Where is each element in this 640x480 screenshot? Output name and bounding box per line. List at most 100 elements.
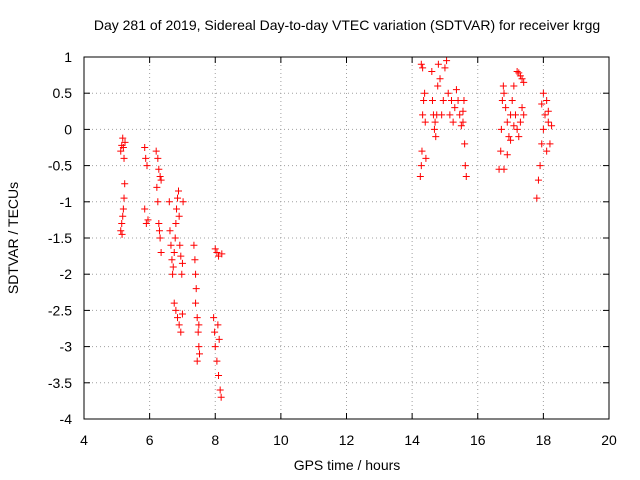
data-point: [118, 230, 126, 238]
data-point: [518, 75, 526, 83]
data-point: [153, 183, 161, 191]
data-point: [120, 154, 128, 162]
data-point: [175, 212, 183, 220]
data-point: [515, 133, 523, 141]
data-point: [507, 136, 515, 144]
data-point: [120, 194, 128, 202]
data-point: [211, 245, 219, 253]
data-point: [434, 82, 442, 90]
data-point: [446, 111, 454, 119]
data-point: [457, 122, 465, 130]
data-point: [503, 151, 511, 159]
data-point: [175, 187, 182, 195]
data-point: [155, 165, 163, 173]
data-point: [510, 82, 518, 90]
data-point: [539, 89, 547, 97]
data-point: [192, 299, 200, 307]
data-point: [172, 306, 180, 314]
data-point: [428, 67, 436, 75]
x-tick-label: 6: [146, 432, 154, 448]
data-point: [213, 357, 221, 365]
data-point: [459, 107, 467, 115]
data-point: [193, 314, 201, 322]
data-point: [452, 86, 460, 94]
data-point: [177, 328, 185, 336]
data-point: [515, 69, 523, 77]
data-point: [505, 133, 513, 141]
data-point: [533, 194, 541, 202]
data-point: [142, 154, 150, 162]
data-point: [439, 96, 447, 104]
data-point: [173, 205, 181, 213]
data-point: [168, 256, 176, 264]
y-axis-label: SDTVAR / TECUs: [5, 182, 21, 294]
data-point: [172, 220, 180, 228]
data-point: [498, 96, 506, 104]
data-point: [548, 122, 556, 130]
data-point: [497, 147, 505, 155]
data-point: [518, 104, 526, 112]
y-tick-label: -3.5: [48, 375, 72, 391]
data-point: [430, 125, 438, 133]
x-tick-label: 12: [339, 432, 355, 448]
data-point: [118, 220, 126, 228]
data-point: [461, 140, 469, 148]
data-point: [499, 82, 507, 90]
data-point: [143, 162, 151, 170]
data-point: [456, 111, 464, 119]
data-point: [454, 96, 462, 104]
data-point: [543, 147, 551, 155]
data-point: [516, 118, 524, 126]
data-point: [449, 118, 457, 126]
data-point: [178, 259, 186, 267]
data-point: [167, 241, 175, 249]
data-point: [462, 172, 470, 180]
x-tick-label: 10: [273, 432, 289, 448]
data-point: [502, 104, 510, 112]
data-point: [418, 147, 426, 155]
y-tick-label: -1: [60, 194, 73, 210]
data-point: [416, 172, 424, 180]
data-point: [538, 140, 546, 148]
data-point: [141, 144, 149, 151]
chart-title: Day 281 of 2019, Sidereal Day-to-day VTE…: [94, 17, 600, 33]
data-point: [211, 328, 219, 336]
y-axis-tick-labels: 1 0.5 0 -0.5 -1 -1.5 -2 -2.5 -3 -3.5 -4: [48, 49, 72, 427]
data-point: [157, 248, 165, 256]
y-tick-label: -4: [60, 411, 73, 427]
data-point: [165, 198, 173, 206]
data-point: [432, 133, 440, 141]
data-point: [511, 111, 519, 119]
data-point: [121, 180, 129, 188]
x-tick-label: 16: [470, 432, 486, 448]
data-point: [451, 104, 459, 112]
data-point: [166, 227, 174, 235]
y-tick-label: 1: [64, 49, 72, 65]
y-tick-label: 0: [64, 121, 72, 137]
data-point: [214, 321, 222, 329]
data-point: [510, 122, 518, 130]
data-point: [141, 205, 149, 213]
data-point: [171, 234, 179, 242]
data-point: [178, 310, 186, 318]
grid-lines: [84, 57, 609, 419]
data-point: [194, 328, 202, 336]
data-point: [444, 89, 452, 97]
data-point: [534, 176, 542, 184]
data-point: [539, 125, 547, 133]
data-point: [215, 372, 223, 380]
x-axis-label: GPS time / hours: [294, 457, 401, 473]
data-point: [119, 134, 127, 142]
data-point: [175, 321, 183, 329]
data-point: [157, 176, 165, 184]
data-point: [142, 220, 150, 228]
data-point: [417, 162, 425, 170]
data-point: [117, 227, 125, 235]
x-axis-tick-labels: 4 6 8 10 12 14 16 18 20: [80, 432, 617, 448]
y-tick-label: -3: [60, 339, 73, 355]
data-point: [419, 64, 427, 72]
data-point: [422, 154, 430, 162]
data-point: [195, 321, 203, 329]
data-point: [544, 118, 552, 126]
